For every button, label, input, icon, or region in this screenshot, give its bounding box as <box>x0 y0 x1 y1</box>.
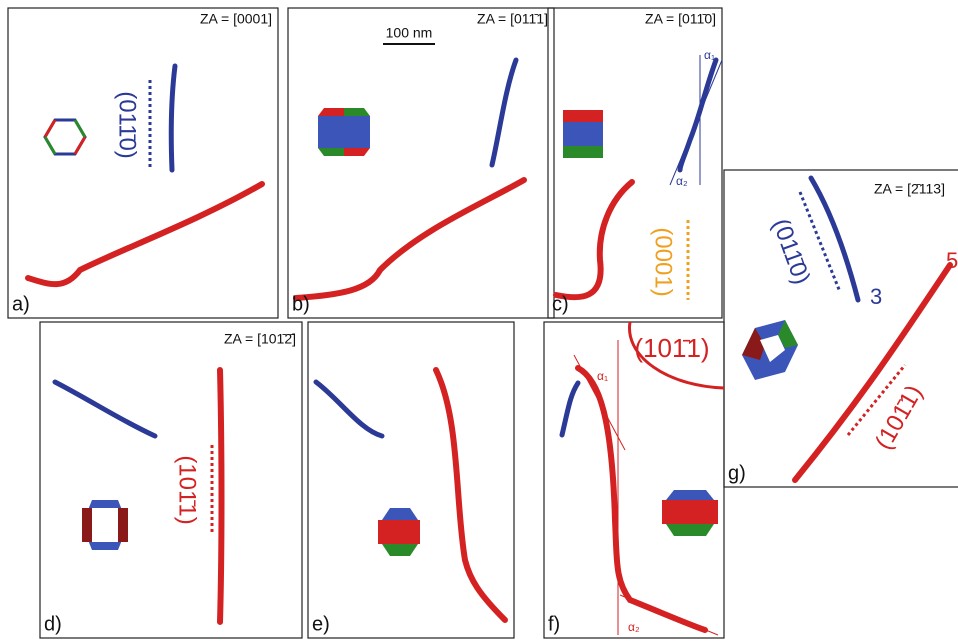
crystal-icon <box>344 116 370 148</box>
panel-d <box>40 322 302 638</box>
plane-label: (011̄0) <box>767 215 815 288</box>
panel-label: f) <box>548 613 560 635</box>
panel-label: d) <box>44 613 62 635</box>
edge <box>75 120 85 137</box>
crystal-face <box>666 490 714 500</box>
crystal-face <box>344 148 370 156</box>
crystal-face <box>318 148 344 156</box>
nanowire-red <box>28 184 262 284</box>
crystal-face <box>382 544 418 556</box>
panel-f <box>544 322 724 638</box>
nanowire-blue <box>316 382 382 436</box>
panel-c <box>548 8 722 318</box>
nanowire-red <box>220 370 222 622</box>
zone-axis: ZA = [011̄1] <box>477 11 548 27</box>
panel-e <box>308 322 514 638</box>
crystal-face <box>82 508 92 542</box>
panel-label: c) <box>552 293 569 315</box>
nanowire-blue <box>55 382 155 436</box>
crystal-face <box>563 122 603 146</box>
crystal-face <box>382 508 418 520</box>
plane-label: (101̄1) <box>634 333 709 363</box>
crystal-face <box>344 108 370 116</box>
edge <box>45 137 55 154</box>
nanowire-red <box>556 182 632 297</box>
crystal-face <box>563 110 603 122</box>
scale-label: 100 nm <box>386 25 433 41</box>
edge <box>45 120 55 137</box>
nanowire-blue <box>562 383 578 435</box>
nanowire-blue <box>492 60 516 165</box>
panel-label: a) <box>12 293 30 315</box>
plane-label: (0001) <box>650 227 677 296</box>
edge <box>75 137 85 154</box>
figure: ZA = [0001] (011̄0) a) ZA = [011̄1] 100 … <box>0 0 958 641</box>
end-marker: 5 <box>946 248 958 273</box>
panel-b <box>288 8 554 318</box>
nanowire-red <box>436 370 505 620</box>
nanowire-red <box>296 180 524 298</box>
crystal-face <box>378 520 420 544</box>
zone-axis: ZA = [101̄2̄] <box>224 331 296 347</box>
crystal-face <box>662 500 718 524</box>
panel-label: b) <box>292 293 310 315</box>
crystal-hole <box>90 508 120 542</box>
zone-axis: ZA = [0001] <box>200 11 272 27</box>
plane-label: (011̄0) <box>114 91 141 159</box>
panel-label: g) <box>728 462 746 484</box>
crystal-face <box>563 146 603 158</box>
end-marker: 3 <box>870 284 882 309</box>
plane-label: (101̄1) <box>870 381 928 455</box>
nanowire-blue <box>680 60 716 170</box>
zone-axis: ZA = [2̄113] <box>874 181 945 197</box>
crystal-face <box>318 108 344 116</box>
crystal-icon <box>318 116 344 148</box>
panel-label: e) <box>312 613 330 635</box>
plane-label: (101̄1) <box>174 455 201 524</box>
panel-a <box>8 8 278 318</box>
nanowire-blue <box>171 66 175 170</box>
angle-label: α₂ <box>676 174 688 188</box>
crystal-face <box>118 508 128 542</box>
angle-label: α₁ <box>597 369 608 383</box>
angle-label: α₂ <box>628 620 640 634</box>
crystal-face <box>666 524 714 536</box>
zone-axis: ZA = [011̄0] <box>645 11 716 27</box>
